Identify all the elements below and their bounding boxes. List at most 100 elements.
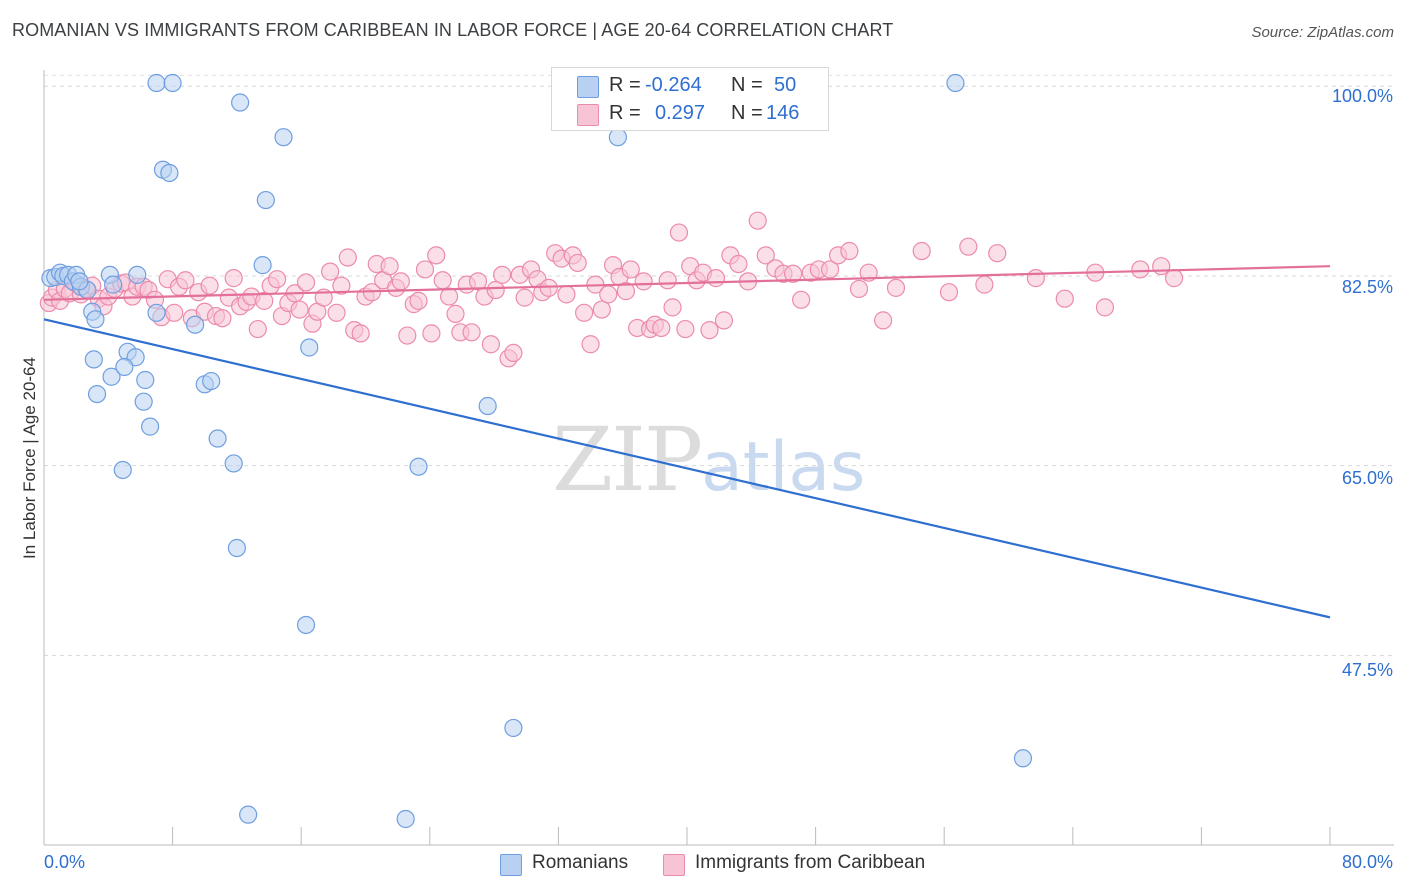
point-romanians-10	[86, 310, 105, 329]
point-caribbean-67	[427, 246, 446, 265]
point-caribbean-82	[515, 288, 534, 307]
point-romanians-24	[102, 367, 121, 386]
point-caribbean-59	[380, 257, 399, 276]
point-romanians-27	[136, 370, 155, 390]
point-caribbean-33	[224, 269, 243, 288]
n-label: N =	[731, 74, 763, 96]
point-caribbean-129	[840, 241, 859, 261]
point-caribbean-115	[714, 311, 734, 330]
stats-row-caribbean: R = 0.297 N = 146	[552, 100, 828, 128]
point-caribbean-23	[165, 303, 184, 322]
romanians-r-value: -0.264	[645, 74, 702, 96]
point-caribbean-62	[398, 326, 417, 345]
point-romanians-40	[296, 615, 316, 635]
point-caribbean-86	[539, 278, 558, 297]
point-caribbean-74	[468, 272, 488, 291]
point-caribbean-37	[248, 319, 267, 339]
point-romanians-47	[239, 805, 258, 824]
point-romanians-30	[115, 357, 134, 377]
point-caribbean-108	[669, 223, 689, 242]
point-caribbean-89	[557, 285, 576, 304]
point-romanians-21	[160, 163, 179, 183]
point-caribbean-66	[422, 324, 441, 343]
point-caribbean-109	[676, 319, 695, 339]
point-caribbean-44	[290, 300, 309, 319]
y-tick-label-47-5: 47.5%	[1341, 660, 1393, 680]
point-caribbean-64	[409, 291, 428, 310]
point-romanians-28	[134, 392, 153, 411]
point-romanians-29	[140, 417, 160, 436]
romanians-swatch	[577, 76, 599, 98]
point-romanians-13	[128, 265, 147, 284]
romanians-n-value: 50	[774, 74, 797, 96]
point-romanians-17	[274, 128, 293, 147]
point-caribbean-29	[200, 276, 219, 295]
caribbean-n-value: 146	[766, 102, 800, 124]
point-caribbean-114	[706, 269, 726, 288]
point-caribbean-31	[213, 309, 232, 328]
point-caribbean-131	[859, 263, 878, 282]
point-caribbean-51	[332, 276, 351, 295]
point-caribbean-105	[652, 318, 671, 338]
point-caribbean-137	[975, 275, 994, 294]
legend-swatch-caribbean	[663, 854, 685, 876]
point-caribbean-38	[255, 291, 274, 310]
point-romanians-33	[186, 315, 205, 334]
x-tick-label-max: 80.0%	[1341, 852, 1393, 872]
r-label: R =	[609, 74, 641, 96]
point-romanians-36	[208, 429, 227, 448]
point-caribbean-45	[296, 273, 316, 292]
point-romanians-12	[104, 275, 123, 294]
point-caribbean-136	[959, 237, 978, 256]
point-caribbean-49	[321, 262, 340, 281]
point-caribbean-134	[912, 241, 931, 261]
point-romanians-31	[113, 460, 132, 480]
point-romanians-37	[224, 454, 243, 473]
point-caribbean-91	[568, 253, 587, 273]
point-romanians-39	[300, 338, 319, 357]
point-caribbean-78	[493, 265, 512, 284]
point-romanians-14	[147, 73, 166, 93]
point-caribbean-99	[616, 282, 636, 301]
point-caribbean-61	[391, 272, 410, 291]
point-caribbean-142	[1095, 298, 1115, 317]
point-caribbean-77	[486, 280, 505, 300]
y-tick-label-82-5: 82.5%	[1341, 277, 1393, 297]
point-caribbean-144	[1152, 257, 1171, 276]
point-caribbean-140	[1055, 289, 1074, 308]
point-caribbean-96	[599, 285, 618, 304]
point-caribbean-130	[849, 279, 869, 299]
legend-label-caribbean: Immigrants from Caribbean	[695, 852, 926, 873]
y-tick-label-100: 100.0%	[1331, 86, 1393, 106]
point-caribbean-65	[415, 260, 435, 279]
stats-row-romanians: R = -0.264 N = 50	[552, 72, 828, 100]
point-caribbean-70	[446, 304, 465, 323]
x-tick-label-min: 0.0%	[44, 852, 86, 872]
point-caribbean-127	[820, 260, 840, 279]
caribbean-r-value: 0.297	[655, 102, 706, 124]
point-caribbean-135	[939, 283, 959, 302]
point-caribbean-69	[439, 287, 459, 306]
point-romanians-44	[504, 718, 523, 738]
point-caribbean-123	[783, 264, 803, 283]
point-caribbean-117	[729, 254, 748, 274]
point-caribbean-124	[792, 290, 811, 309]
point-romanians-15	[163, 73, 182, 93]
point-caribbean-68	[433, 271, 452, 290]
watermark-atlas: atlas	[701, 428, 866, 507]
r-label: R =	[609, 102, 641, 124]
point-caribbean-93	[581, 335, 600, 354]
point-romanians-22	[84, 350, 103, 369]
point-caribbean-120	[756, 246, 775, 265]
watermark-zip: ZIP	[552, 408, 703, 511]
point-caribbean-138	[988, 244, 1007, 263]
point-romanians-18	[256, 190, 275, 210]
point-caribbean-25	[176, 271, 195, 290]
point-caribbean-76	[481, 335, 500, 354]
point-caribbean-40	[267, 270, 287, 289]
point-caribbean-100	[621, 260, 640, 279]
point-romanians-41	[409, 457, 428, 476]
trendline-romanians	[43, 318, 1331, 619]
chart-title: ROMANIAN VS IMMIGRANTS FROM CARIBBEAN IN…	[12, 20, 894, 40]
